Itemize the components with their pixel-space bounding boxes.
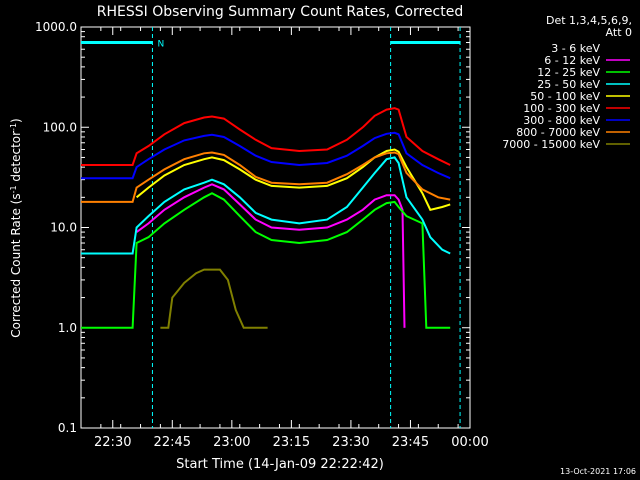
y-tick-label: 1000.0 [35,20,77,34]
series-line [136,196,408,259]
legend-entry-label: 25 - 50 keV [537,78,600,91]
series-line [81,151,451,203]
legend-header: Att 0 [606,26,632,39]
legend-entry-label: 6 - 12 keV [544,54,600,67]
x-tick-label: 23:00 [213,435,250,450]
series-line [81,131,451,180]
x-tick-label: 22:30 [94,435,131,450]
x-tick-label: 23:30 [332,435,369,450]
y-axis-label: Corrected Count Rate (s-1 detector-1) [9,118,24,337]
plot-axes [80,26,471,429]
series-line [81,192,451,329]
legend-entry-label: 3 - 6 keV [551,42,600,55]
footer-timestamp: 13-Oct-2021 17:06 [560,467,636,476]
series-line [136,183,406,328]
x-tick-label: 22:45 [154,435,191,450]
series-lines [81,107,451,329]
night-markers: N [81,27,461,428]
legend-entry-label: 12 - 25 keV [537,66,600,79]
chart-title: RHESSI Observing Summary Count Rates, Co… [97,4,463,20]
legend-entry-label: 7000 - 15000 keV [502,138,600,151]
legend-entry-label: 300 - 800 keV [523,114,600,127]
x-tick-label: 23:15 [273,435,310,450]
series-line [81,107,451,166]
y-tick-label: 0.1 [58,421,77,435]
series-line [135,148,451,211]
legend-entry-label: 50 - 100 keV [530,90,600,103]
legend-entry-label: 100 - 300 keV [523,102,600,115]
x-axis-label: Start Time (14-Jan-09 22:22:42) [176,457,384,472]
y-tick-label: 10.0 [50,221,77,235]
series-line [160,268,268,329]
x-tick-label: 23:45 [392,435,429,450]
x-tick-label: 00:00 [451,435,488,450]
legend-header: Det 1,3,4,5,6,9, [546,14,632,27]
y-tick-label: 100.0 [43,120,77,134]
night-flag-label: N [157,40,164,50]
series-line [81,156,451,255]
y-tick-label: 1.0 [58,321,77,335]
y-tick-labels: 1000.0 100.0 10.0 1.0 0.1 [35,20,77,435]
x-tick-labels: 22:30 22:45 23:00 23:15 23:30 23:45 00:00 [94,435,489,450]
legend-entry-label: 800 - 7000 keV [516,126,600,139]
